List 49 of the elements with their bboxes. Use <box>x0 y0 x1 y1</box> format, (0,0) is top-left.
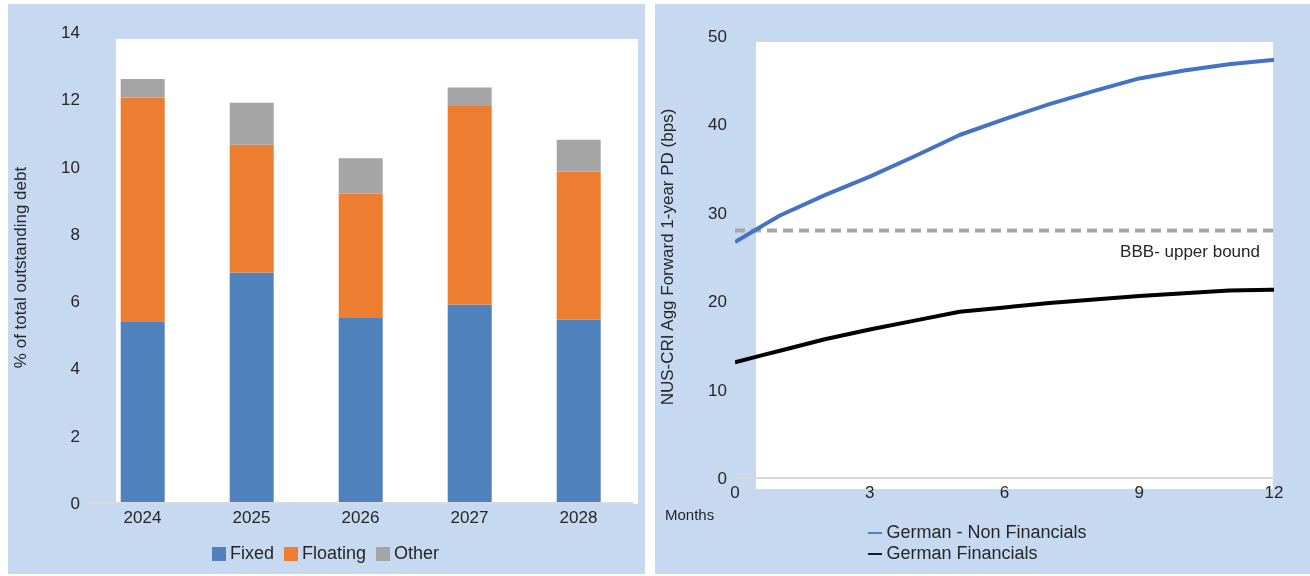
y-axis-title: NUS-CRI Agg Forward 1-year PD (bps) <box>658 108 678 406</box>
bar <box>447 304 492 503</box>
x-tick-label: 2026 <box>341 508 380 528</box>
x-tick-label: 9 <box>1134 483 1144 503</box>
legend-label: Fixed <box>229 543 274 563</box>
x-tick-label: 6 <box>999 483 1010 503</box>
x-tick-label: 2028 <box>559 508 598 528</box>
bar <box>338 317 383 503</box>
x-tick-label: 2025 <box>232 508 271 528</box>
y-tick-label: 50 <box>708 27 727 47</box>
legend-label: German - Non Financials <box>886 522 1087 542</box>
y-tick-label: 8 <box>70 224 80 244</box>
y-tick-label: 0 <box>717 469 727 489</box>
bar <box>120 79 165 98</box>
bar <box>229 272 274 503</box>
y-tick-label: 2 <box>70 426 80 446</box>
bar <box>229 144 274 273</box>
bar <box>338 158 383 194</box>
line-series <box>735 287 1274 365</box>
y-tick-label: 4 <box>70 359 80 379</box>
x-axis-title: Months <box>665 506 715 523</box>
legend-label: Floating <box>301 543 367 563</box>
y-tick-label: 30 <box>708 203 727 223</box>
bar <box>120 97 165 322</box>
legend-label: Other <box>394 543 440 563</box>
bar <box>556 319 601 503</box>
bar <box>338 193 383 318</box>
y-tick-label: 14 <box>61 23 80 43</box>
x-tick-label: 2027 <box>450 508 489 528</box>
x-tick-label: 0 <box>730 483 740 503</box>
y-tick-label: 20 <box>708 292 727 312</box>
ref-line-label: BBB- upper bound <box>1120 241 1260 261</box>
y-tick-label: 10 <box>708 380 727 400</box>
x-tick-label: 3 <box>865 483 875 503</box>
bar <box>120 321 165 503</box>
y-tick-label: 10 <box>61 157 80 177</box>
x-tick-label: 2024 <box>123 508 162 528</box>
x-tick-label: 12 <box>1264 483 1284 503</box>
bar <box>229 102 274 145</box>
y-tick-label: 40 <box>708 115 727 135</box>
bar <box>556 171 601 320</box>
y-tick-label: 12 <box>61 90 80 110</box>
bar <box>447 106 492 305</box>
bar <box>447 87 492 107</box>
legend-label: German Financials <box>886 543 1038 563</box>
line-series <box>735 57 1274 244</box>
bar <box>556 139 601 172</box>
y-tick-label: 6 <box>70 292 80 312</box>
y-axis-title: % of total outstanding debt <box>11 166 31 369</box>
